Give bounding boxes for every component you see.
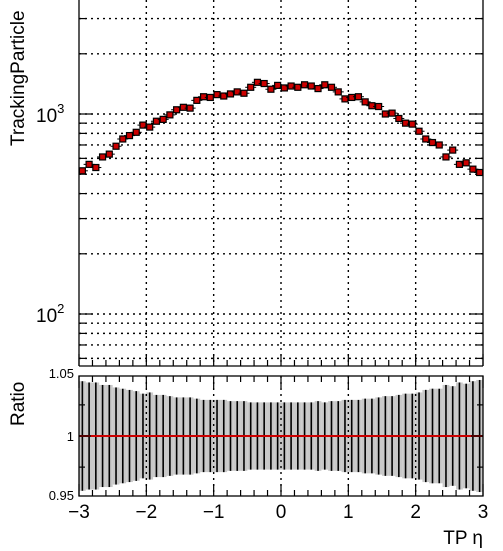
data-point xyxy=(253,78,262,86)
data-point xyxy=(199,93,208,101)
main-grid xyxy=(79,0,483,366)
ratio-y-tick-label: 1.05 xyxy=(49,366,74,381)
x-tick-label: 1 xyxy=(343,502,354,523)
data-point xyxy=(321,81,329,89)
data-point xyxy=(314,84,322,93)
x-tick-label: 3 xyxy=(478,502,489,523)
data-point xyxy=(415,127,423,135)
data-point xyxy=(173,106,181,114)
data-point xyxy=(341,95,349,103)
data-point xyxy=(348,93,356,102)
x-tick-label: 0 xyxy=(276,502,287,523)
data-point xyxy=(422,135,430,143)
data-point xyxy=(226,90,235,98)
tick-base: 10 xyxy=(36,106,57,127)
data-point xyxy=(206,93,214,102)
tick-exponent: 2 xyxy=(57,301,64,316)
data-point xyxy=(139,121,147,129)
ratio-panel: 0.95 1 1.05 Ratio −3 −2 −1 0 1 2 3 TP η xyxy=(8,366,488,549)
ratio-y-tick-label: 0.95 xyxy=(49,488,74,503)
data-point xyxy=(260,79,268,88)
tick-exponent: 3 xyxy=(57,101,64,116)
data-point xyxy=(449,146,457,154)
data-point xyxy=(388,109,396,117)
data-point xyxy=(240,89,248,97)
x-tick-label: 2 xyxy=(410,502,421,523)
data-point xyxy=(401,119,410,127)
data-point xyxy=(435,141,443,149)
data-point xyxy=(193,96,201,104)
data-point xyxy=(294,83,302,91)
data-point xyxy=(146,123,154,131)
main-points xyxy=(79,78,483,177)
ratio-content xyxy=(79,376,483,496)
data-point xyxy=(92,163,100,172)
data-point xyxy=(125,131,134,140)
data-point xyxy=(476,168,483,177)
data-point xyxy=(368,102,376,110)
data-point xyxy=(186,104,194,112)
data-point xyxy=(247,83,255,91)
data-point xyxy=(267,85,275,93)
data-point xyxy=(112,142,120,150)
data-point xyxy=(408,120,416,128)
data-point xyxy=(166,111,174,119)
data-point xyxy=(442,153,450,161)
data-point xyxy=(233,88,241,96)
data-point xyxy=(327,83,336,91)
data-point xyxy=(152,117,161,125)
data-point xyxy=(159,115,167,123)
data-point xyxy=(119,135,127,143)
data-point xyxy=(213,91,221,99)
y-tick-label: 102 xyxy=(36,301,64,327)
data-point xyxy=(85,160,93,168)
x-tick-label: −3 xyxy=(68,502,90,523)
ratio-y-axis-title: Ratio xyxy=(8,382,29,426)
x-axis-title: TP η xyxy=(443,528,483,549)
tick-base: 10 xyxy=(36,306,57,327)
data-point xyxy=(381,110,389,118)
data-point xyxy=(79,167,86,175)
data-point xyxy=(287,82,295,90)
data-point xyxy=(280,84,288,92)
data-point xyxy=(428,138,437,147)
data-point xyxy=(132,128,140,136)
data-point xyxy=(105,150,113,158)
data-point xyxy=(307,82,315,90)
data-point xyxy=(395,114,403,123)
main-y-axis-title: TrackingParticle xyxy=(8,10,29,146)
data-point xyxy=(354,93,363,101)
ratio-y-tick-label: 1 xyxy=(67,429,74,444)
data-point xyxy=(375,102,383,111)
data-point xyxy=(98,153,107,161)
data-point xyxy=(220,92,228,100)
x-tick-label: −1 xyxy=(203,502,225,523)
data-point xyxy=(179,103,187,111)
data-point xyxy=(300,81,309,89)
data-point xyxy=(469,165,477,173)
y-tick-label: 103 xyxy=(36,101,64,127)
data-point xyxy=(274,81,282,89)
data-point xyxy=(334,88,342,96)
x-tick-label: −2 xyxy=(135,502,157,523)
data-point xyxy=(455,160,464,168)
data-point xyxy=(462,159,470,167)
data-point xyxy=(361,98,369,106)
